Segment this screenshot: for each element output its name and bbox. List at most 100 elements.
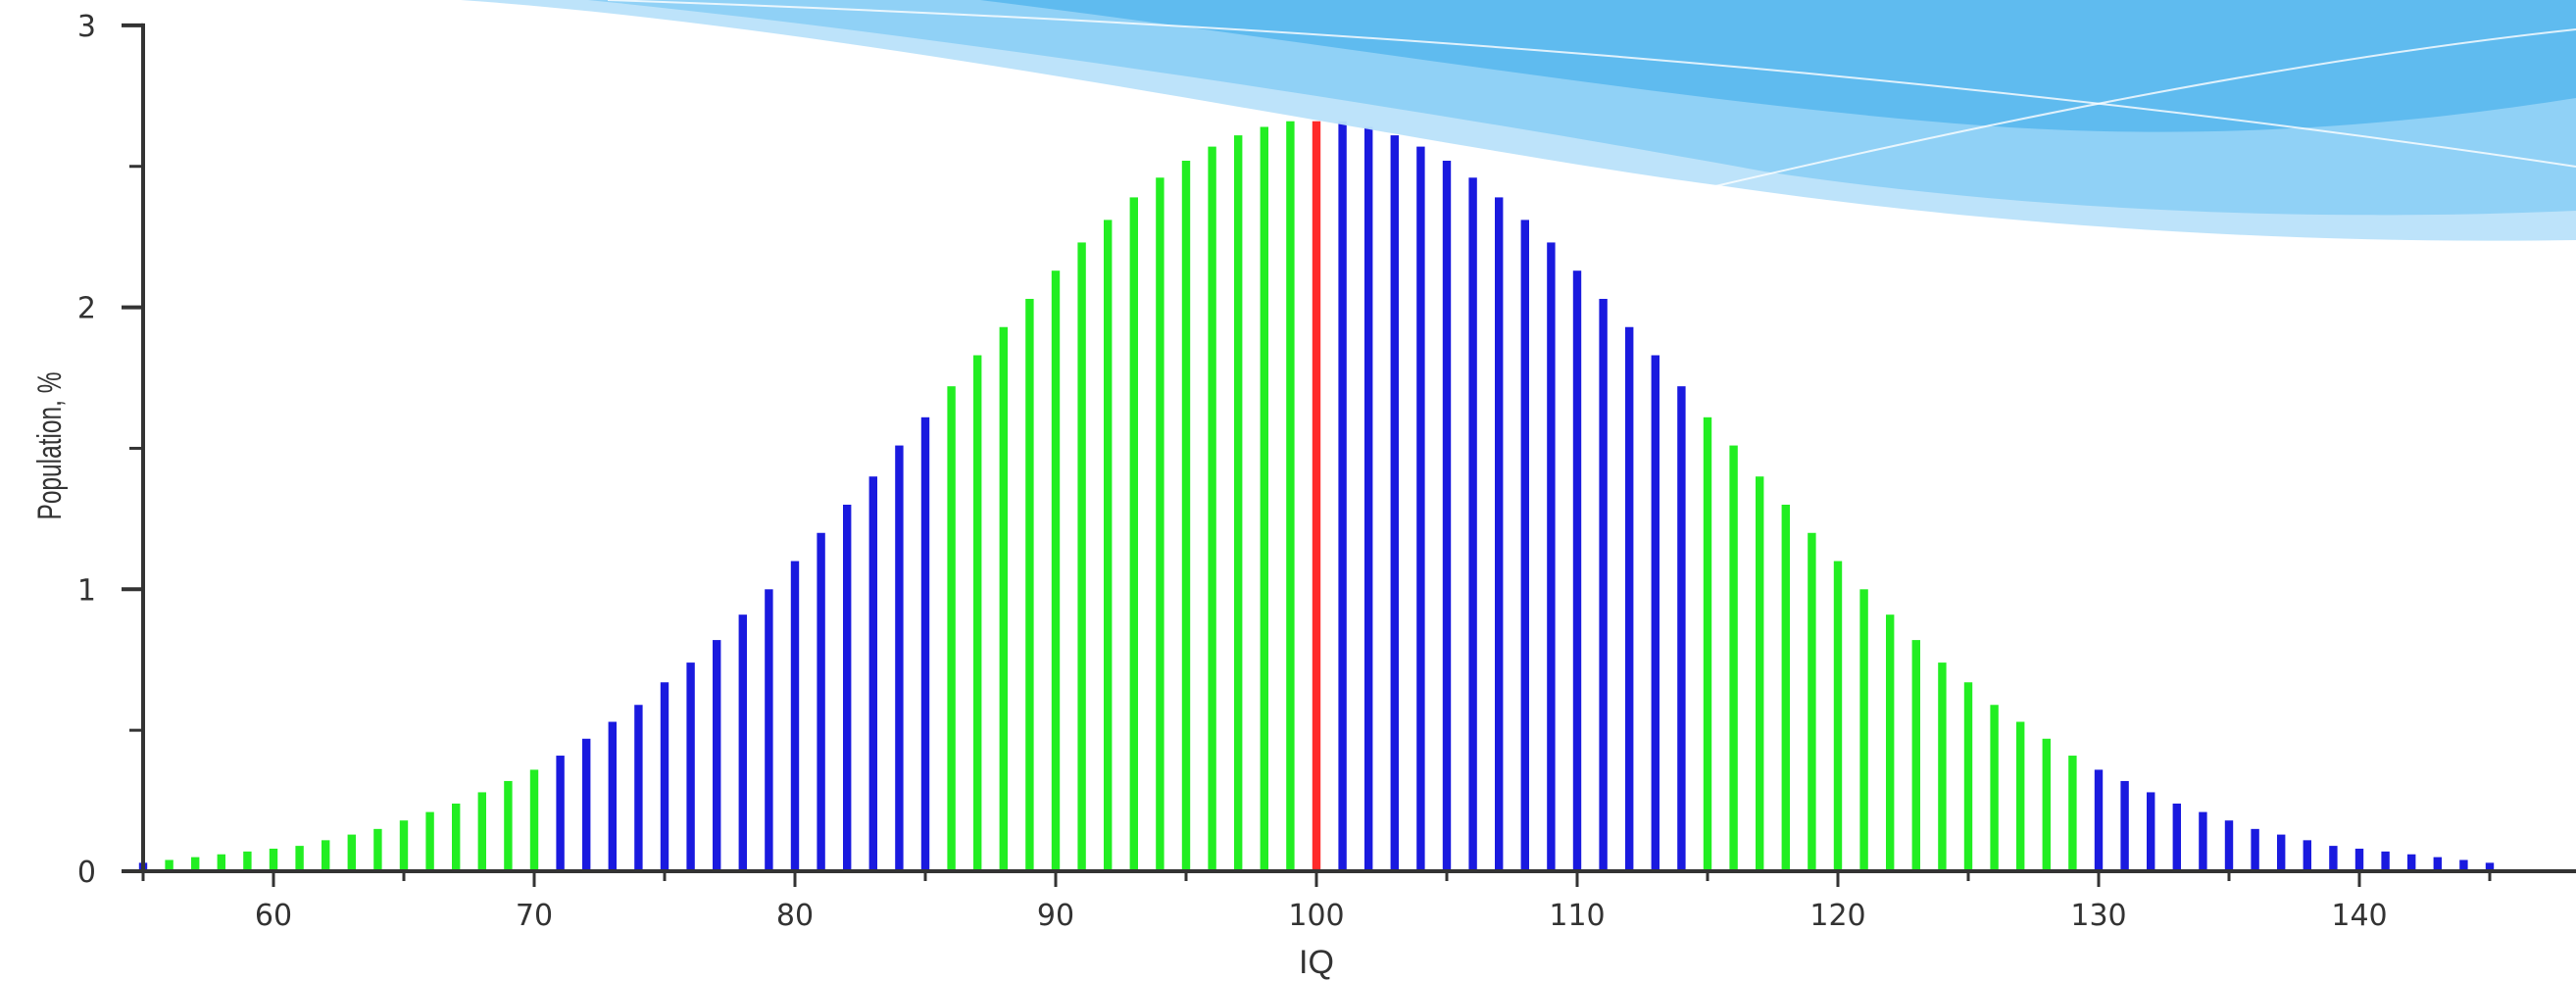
bar-iq-91: [1077, 242, 1086, 871]
bar-iq-123: [1911, 640, 1920, 871]
bar-iq-116: [1729, 445, 1738, 871]
bar-iq-58: [217, 854, 225, 871]
bar-iq-96: [1208, 146, 1216, 872]
bar-iq-124: [1938, 662, 1947, 871]
bar-iq-125: [1963, 682, 1973, 871]
y-tick-label-2: 2: [77, 292, 96, 326]
bar-iq-127: [2016, 721, 2025, 871]
bar-iq-84: [895, 445, 904, 871]
bar-iq-109: [1547, 242, 1556, 871]
bar-iq-98: [1260, 126, 1268, 872]
bar-iq-62: [322, 840, 330, 871]
bar-iq-88: [999, 326, 1008, 871]
bar-iq-73: [608, 721, 617, 871]
bar-iq-64: [373, 828, 382, 871]
x-tick-label-130: 130: [2070, 899, 2126, 933]
y-axis-label: Population, %: [31, 372, 69, 520]
slide-wave-decoration: [461, 0, 2576, 241]
bar-iq-126: [1990, 705, 1999, 871]
bar-iq-106: [1468, 177, 1477, 871]
bar-iq-92: [1104, 220, 1113, 871]
x-tick-label-100: 100: [1288, 899, 1344, 933]
bar-iq-103: [1390, 135, 1399, 872]
bar-iq-99: [1286, 121, 1295, 872]
bar-iq-128: [2042, 738, 2051, 871]
bar-iq-59: [243, 851, 252, 871]
bar-iq-97: [1234, 135, 1243, 872]
bar-iq-75: [660, 682, 669, 871]
bar-iq-87: [973, 355, 982, 871]
bar-iq-131: [2120, 780, 2129, 871]
bar-iq-81: [817, 532, 825, 871]
bar-iq-65: [399, 820, 409, 871]
bar-iq-144: [2459, 859, 2468, 871]
bar-iq-69: [504, 780, 513, 871]
bar-iq-74: [634, 705, 643, 871]
bar-iq-66: [425, 811, 434, 871]
bar-iq-115: [1703, 417, 1712, 871]
y-tick-label-3: 3: [77, 10, 96, 44]
bar-iq-110: [1572, 270, 1582, 871]
bar-iq-68: [477, 792, 486, 871]
bar-iq-83: [868, 476, 877, 871]
bar-iq-138: [2303, 840, 2311, 871]
bar-iq-141: [2381, 851, 2390, 871]
bar-iq-102: [1364, 126, 1373, 872]
bar-iq-101: [1338, 121, 1347, 872]
bar-iq-120: [1833, 561, 1843, 871]
bar-iq-107: [1495, 197, 1504, 871]
bar-iq-137: [2277, 834, 2286, 871]
bar-iq-118: [1781, 504, 1790, 871]
bar-iq-140: [2354, 848, 2364, 871]
bar-iq-89: [1025, 298, 1034, 872]
wave-line: [607, 0, 2576, 168]
bar-iq-122: [1886, 614, 1895, 871]
y-axis-ticks: 0 1 2 3: [77, 10, 143, 890]
bar-iq-108: [1520, 220, 1529, 871]
x-tick-label-70: 70: [516, 899, 553, 933]
bar-iq-105: [1442, 161, 1452, 871]
y-tick-label-0: 0: [77, 856, 96, 890]
wave-line: [1714, 28, 2576, 187]
bar-iq-129: [2068, 756, 2077, 871]
bar-iq-82: [843, 504, 852, 871]
bar-iq-77: [713, 640, 721, 871]
bar-iq-57: [191, 857, 200, 871]
x-tick-label-90: 90: [1037, 899, 1074, 933]
bar-iq-72: [582, 738, 591, 871]
bar-iq-76: [686, 662, 695, 871]
bar-iq-86: [947, 386, 956, 871]
bar-iq-93: [1129, 197, 1138, 871]
bar-iq-143: [2433, 857, 2442, 871]
wave-shape-front: [980, 0, 2576, 132]
bar-iq-100: [1312, 121, 1321, 872]
bar-iq-145: [2485, 862, 2495, 871]
bar-iq-85: [920, 417, 930, 871]
bar-iq-104: [1416, 146, 1425, 872]
x-tick-label-60: 60: [255, 899, 292, 933]
x-tick-label-80: 80: [776, 899, 814, 933]
bar-iq-136: [2251, 828, 2259, 871]
x-axis-ticks: 60 70 80 90 100 110 120 130 140: [141, 871, 2492, 933]
bar-iq-111: [1599, 298, 1608, 872]
bar-iq-90: [1051, 270, 1061, 871]
bar-iq-135: [2224, 820, 2234, 871]
bar-series: [138, 121, 2495, 872]
bar-iq-78: [738, 614, 747, 871]
bar-iq-139: [2329, 846, 2338, 871]
bar-iq-80: [790, 561, 800, 871]
bar-iq-134: [2199, 811, 2207, 871]
bar-iq-63: [347, 834, 356, 871]
bar-iq-133: [2172, 803, 2181, 871]
bar-iq-112: [1625, 326, 1634, 871]
bar-iq-142: [2407, 854, 2416, 871]
x-tick-label-120: 120: [1809, 899, 1865, 933]
bar-iq-114: [1677, 386, 1686, 871]
bar-iq-95: [1181, 161, 1191, 871]
bar-iq-56: [165, 859, 173, 871]
y-tick-label-1: 1: [77, 573, 96, 608]
bar-iq-67: [452, 803, 461, 871]
bar-iq-117: [1756, 476, 1764, 871]
x-axis-label: IQ: [1299, 944, 1334, 981]
